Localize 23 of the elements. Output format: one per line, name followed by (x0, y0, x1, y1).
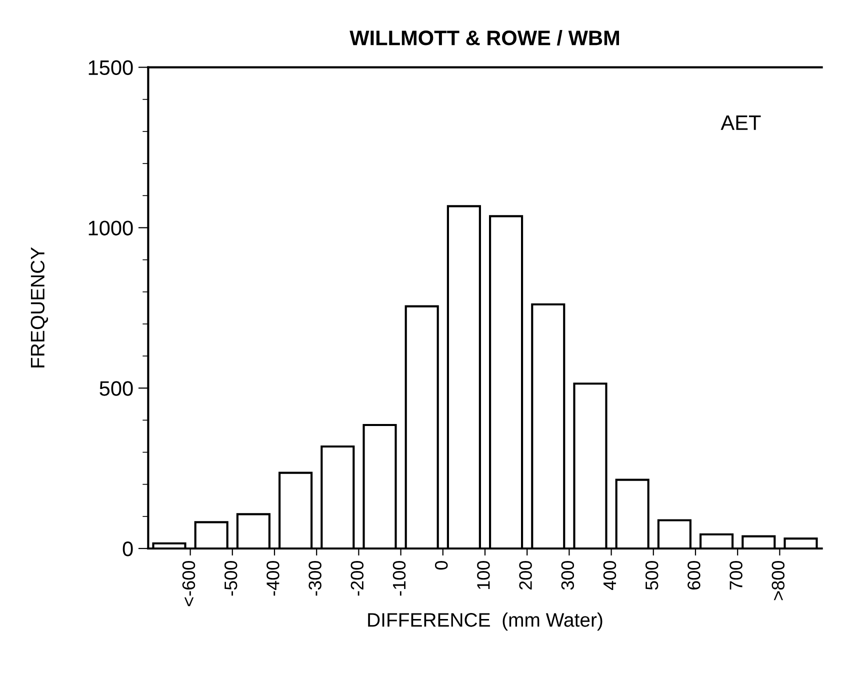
x-tick-label: -500 (224, 561, 238, 596)
y-tick-label: 1500 (88, 60, 133, 76)
x-tick-label: 100 (477, 561, 490, 590)
chart-title: WILLMOTT & ROWE / WBM (350, 30, 619, 46)
y-tick-label: 0 (122, 541, 133, 556)
x-tick-label: -300 (308, 561, 322, 596)
x-tick-label: 300 (561, 561, 574, 590)
x-tick-label: -400 (266, 561, 280, 596)
x-tick-label: 600 (688, 561, 700, 590)
y-tick-label: 500 (100, 381, 133, 396)
x-tick-label: 500 (645, 561, 658, 590)
x-tick-label: 400 (603, 561, 616, 590)
annotation: AET (720, 116, 761, 130)
y-tick-label: 1000 (88, 220, 133, 236)
x-tick-label: 0 (434, 561, 448, 570)
x-tick-label: 200 (519, 561, 532, 590)
x-tick-label: -100 (392, 561, 406, 596)
x-tick-label: 700 (730, 561, 742, 590)
x-tick-label: <-600 (182, 561, 196, 606)
x-tick-label: >800 (772, 561, 785, 600)
x-tick-label: -200 (350, 561, 364, 596)
y-axis-title: FREQUENCY (30, 247, 48, 368)
x-axis-title: DIFFERENCE (mm Water) (368, 612, 602, 631)
